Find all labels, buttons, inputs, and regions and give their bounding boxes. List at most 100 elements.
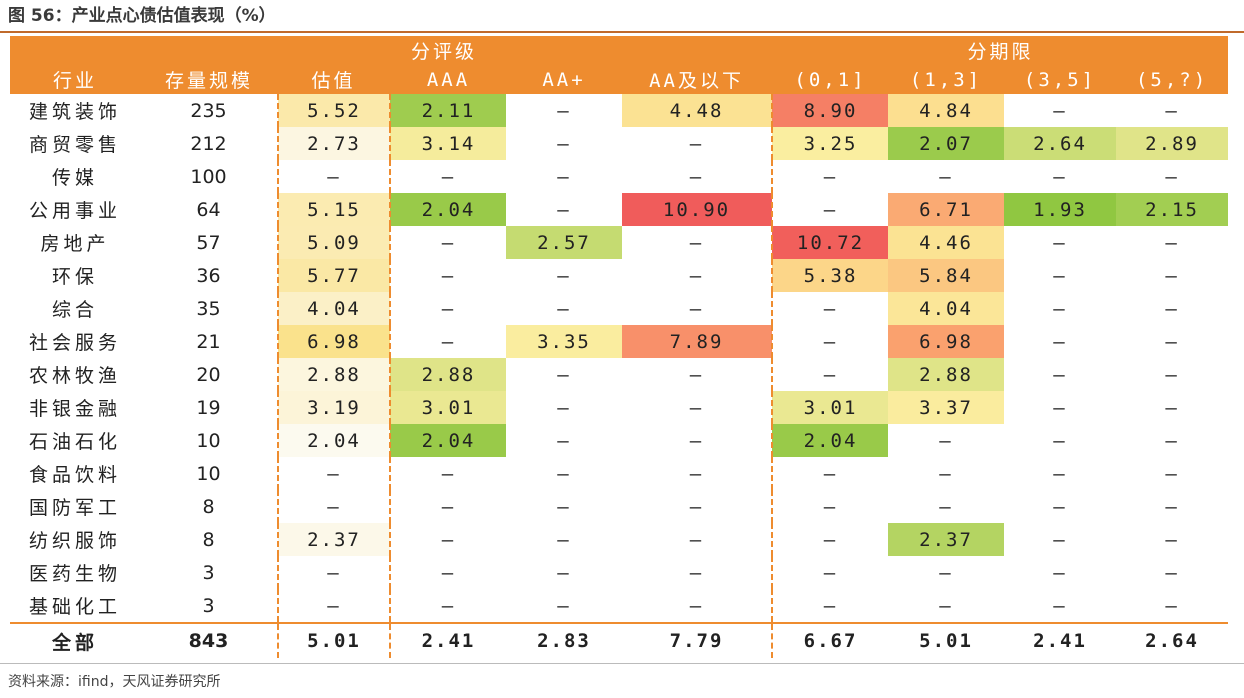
aaa-cell: 2.04	[389, 193, 506, 226]
term-0-1-cell: –	[771, 292, 889, 325]
valuation-cell: 5.01	[277, 622, 390, 658]
aa-below-cell: –	[689, 165, 704, 188]
valuation-cell: 5.52	[277, 94, 390, 127]
term-3-5-cell: –	[1053, 462, 1067, 485]
aa-plus-cell: –	[557, 198, 571, 221]
aa-plus-cell: –	[557, 429, 571, 452]
aa-plus-cell: –	[557, 132, 571, 155]
aa-plus-cell: –	[557, 561, 571, 584]
term-1-3-cell: –	[939, 429, 953, 452]
figure-title: 图 56：产业点心债估值表现（%）	[8, 6, 276, 26]
term-3-5-cell: –	[1004, 589, 1117, 624]
aaa-cell: 2.88	[389, 358, 506, 391]
term-3-5-cell: –	[1053, 429, 1067, 452]
col-header-aa-plus: AA+	[506, 65, 622, 94]
term-1-3-cell: 6.98	[888, 325, 1005, 358]
aaa-cell: 2.11	[389, 94, 506, 127]
term-3-5-cell: –	[1053, 264, 1067, 287]
term-5-plus-cell: –	[1165, 165, 1179, 188]
aa-below-cell: –	[689, 231, 704, 254]
title-rule	[0, 31, 1244, 33]
col-header-term-3-5: (3,5]	[1004, 65, 1117, 94]
term-0-1-cell: –	[771, 523, 889, 556]
aa-plus-cell: –	[557, 528, 571, 551]
term-3-5-cell: 1.93	[1004, 193, 1117, 226]
valuation-cell: 3.19	[277, 391, 390, 424]
aa-below-cell: 4.48	[622, 94, 773, 127]
aa-plus-cell: –	[557, 396, 571, 419]
table-row: 综合 35 4.04– – – –4.04– –	[10, 292, 1228, 325]
size-cell: 20	[196, 363, 221, 386]
term-0-1-cell: –	[771, 556, 889, 589]
table-row: 社会服务 21 6.98–3.35 7.89–6.98– –	[10, 325, 1228, 358]
industry-cell: 农林牧渔	[28, 365, 121, 387]
col-header-valuation: 估值	[278, 65, 390, 94]
term-1-3-cell: 2.88	[888, 358, 1005, 391]
term-3-5-cell: –	[1053, 561, 1067, 584]
col-header-size: 存量规模	[140, 65, 278, 94]
size-cell: 10	[196, 462, 221, 485]
term-0-1-cell: 3.01	[771, 391, 889, 424]
aa-plus-cell: –	[557, 99, 571, 122]
aa-plus-cell: –	[557, 363, 571, 386]
aa-plus-cell: 3.35	[506, 325, 622, 358]
aaa-cell: –	[389, 325, 506, 358]
aaa-cell: –	[389, 226, 506, 259]
table-row: 纺织服饰 8 2.37– – – –2.37– –	[10, 523, 1228, 556]
header-spacer	[278, 36, 390, 65]
col-header-industry: 行业	[10, 65, 140, 94]
industry-cell: 纺织服饰	[28, 530, 121, 552]
valuation-cell: 5.77	[277, 259, 390, 292]
size-cell: 100	[190, 165, 227, 188]
aa-plus-cell: –	[557, 462, 571, 485]
term-5-plus-cell: –	[1165, 99, 1179, 122]
term-1-3-cell: –	[939, 165, 953, 188]
term-3-5-cell: –	[1053, 495, 1067, 518]
industry-cell: 医药生物	[28, 563, 121, 585]
aaa-cell: 2.04	[389, 424, 506, 457]
table-total-row: 全部 843 5.01 2.41 2.83 7.79 6.67 5.01 2.41 2.64	[10, 622, 1229, 658]
aa-plus-cell: –	[557, 495, 571, 518]
term-3-5-cell: –	[1053, 528, 1067, 551]
table-row: 石油石化 10 2.04 2.04– –2.04– – –	[10, 424, 1228, 457]
industry-cell: 社会服务	[28, 332, 121, 354]
table-row: 医药生物 3– – – – – – – –	[10, 556, 1228, 589]
industry-cell: 建筑装饰	[28, 101, 121, 123]
aa-below-cell: –	[689, 264, 704, 287]
size-cell: 843	[140, 622, 278, 658]
aaa-cell: –	[389, 589, 506, 624]
term-0-1-cell: –	[771, 325, 889, 358]
col-header-term-5-plus: (5,?)	[1116, 65, 1229, 94]
table-row: 非银金融 19 3.19 3.01– –3.01 3.37– –	[10, 391, 1228, 424]
term-0-1-cell: –	[771, 160, 889, 193]
aa-below-cell: –	[689, 561, 704, 584]
industry-cell: 全部	[10, 622, 140, 658]
valuation-cell: 2.04	[277, 424, 390, 457]
industry-cell: 商贸零售	[28, 134, 121, 156]
aa-plus-cell: –	[557, 264, 571, 287]
aa-below-cell: –	[689, 132, 704, 155]
term-0-1-cell: 5.38	[771, 259, 889, 292]
size-cell: 10	[196, 429, 221, 452]
aa-below-cell: –	[689, 495, 704, 518]
aa-below-cell: 7.89	[622, 325, 773, 358]
col-header-aaa: AAA	[389, 65, 506, 94]
industry-cell: 公用事业	[28, 200, 121, 222]
term-1-3-cell: 2.07	[888, 127, 1005, 160]
size-cell: 8	[202, 528, 215, 551]
industry-cell: 国防军工	[28, 497, 121, 519]
term-5-plus-cell: 2.89	[1116, 127, 1229, 160]
term-5-plus-cell: –	[1165, 297, 1179, 320]
table-row: 商贸零售 212 2.73 3.14 – – 3.25 2.07 2.64 2.89	[10, 127, 1229, 160]
table-row: 房地产 57 5.09–2.57–10.72 4.46– –	[10, 226, 1228, 259]
term-5-plus-cell: –	[1116, 589, 1229, 624]
term-3-5-cell: –	[1053, 231, 1067, 254]
term-5-plus-cell: –	[1165, 429, 1179, 452]
header-spacer	[140, 36, 278, 65]
industry-cell: 食品饮料	[28, 464, 121, 486]
valuation-table-container: 分评级 分期限 行业 存量规模 估值 AAA AA+ AA及以下 (0,1] (…	[10, 36, 1229, 658]
industry-cell: 石油石化	[28, 431, 121, 453]
term-5-plus-cell: –	[1165, 231, 1179, 254]
table-row: 传媒 100– – – – – – – –	[10, 160, 1228, 193]
term-0-1-cell: 2.04	[771, 424, 889, 457]
